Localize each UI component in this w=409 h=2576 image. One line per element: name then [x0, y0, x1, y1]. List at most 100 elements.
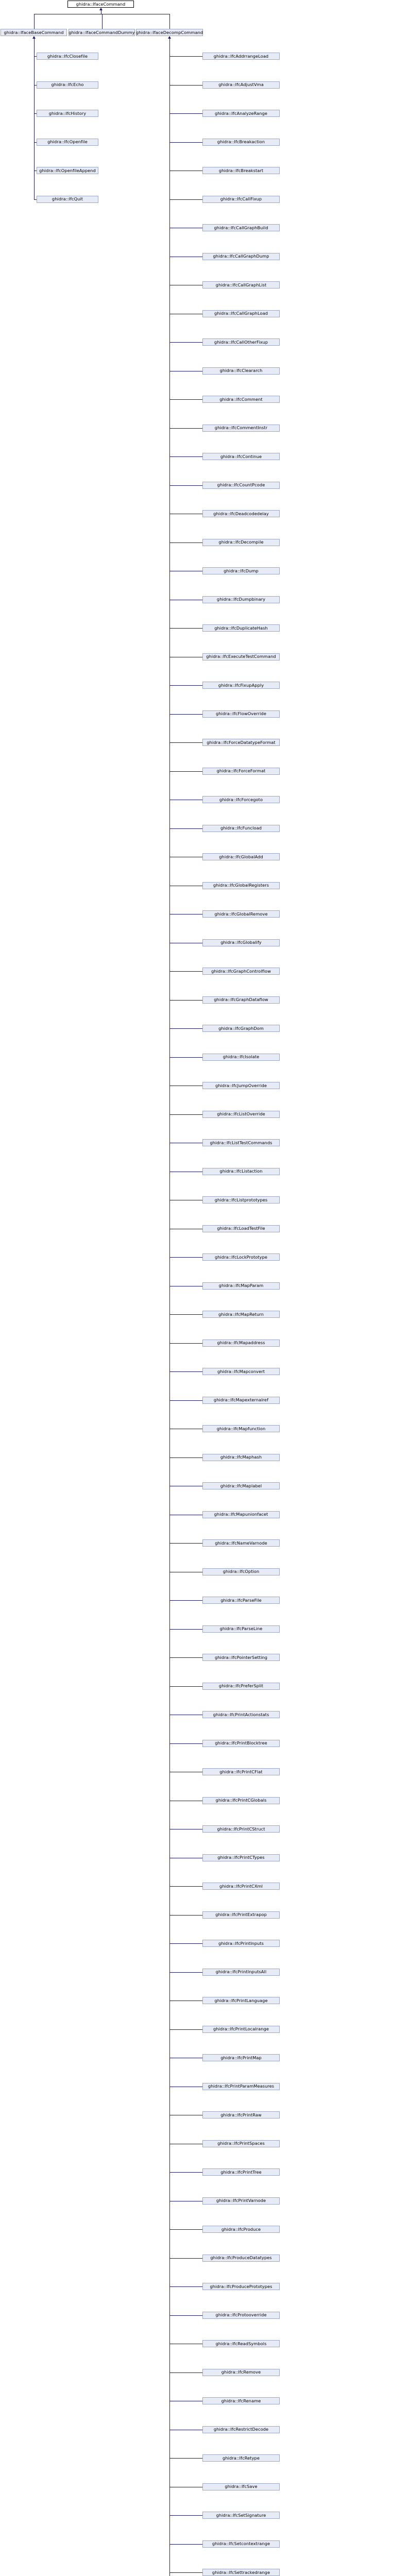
node-decomp-child-34[interactable]: ghidra::IfcGraphDom	[202, 1025, 280, 1032]
node-decomp-child-48[interactable]: ghidra::IfcMapfunction	[202, 1425, 280, 1432]
node-base-child-4[interactable]: ghidra::IfcOpenfileAppend	[37, 167, 98, 174]
node-decomp-child-64[interactable]: ghidra::IfcPrintCXml	[202, 1883, 280, 1890]
node-decomp-child-23[interactable]: ghidra::IfcFlowOverride	[202, 710, 280, 718]
node-decomp-child-5[interactable]: ghidra::IfcCallFixup	[202, 195, 280, 203]
node-decomp-child-36[interactable]: ghidra::IfcJumpOverride	[202, 1082, 280, 1089]
node-decomp-child-51[interactable]: ghidra::IfcMapunionfacet	[202, 1511, 280, 1518]
node-decomp-child-6[interactable]: ghidra::IfcCallGraphBuild	[202, 224, 280, 231]
node-decomp-child-85[interactable]: ghidra::IfcSave	[202, 2483, 280, 2490]
node-decomp-child-63[interactable]: ghidra::IfcPrintCTypes	[202, 1854, 280, 1861]
node-decomp-child-8[interactable]: ghidra::IfcCallGraphList	[202, 281, 280, 289]
node-decomp-child-10[interactable]: ghidra::IfcCallOtherFixup	[202, 338, 280, 346]
node-decomp-child-30[interactable]: ghidra::IfcGlobalRemove	[202, 910, 280, 918]
node-decomp-child-20[interactable]: ghidra::IfcDuplicateHash	[202, 624, 280, 632]
node-decomp-child-74[interactable]: ghidra::IfcPrintTree	[202, 2168, 280, 2176]
node-decomp-child-25[interactable]: ghidra::IfcForceFormat	[202, 767, 280, 775]
node-decomp-child-62[interactable]: ghidra::IfcPrintCStruct	[202, 1825, 280, 1833]
node-base-child-2[interactable]: ghidra::IfcHistory	[37, 110, 98, 117]
node-decomp-child-55[interactable]: ghidra::IfcParseLine	[202, 1625, 280, 1633]
node-decomp-child-42[interactable]: ghidra::IfcLockPrototype	[202, 1253, 280, 1261]
node-decomp-child-27[interactable]: ghidra::IfcFuncload	[202, 824, 280, 832]
node-decomp-child-39[interactable]: ghidra::IfcListaction	[202, 1167, 280, 1175]
node-decomp-child-86[interactable]: ghidra::IfcSetSignature	[202, 2512, 280, 2519]
node-decomp-child-41[interactable]: ghidra::IfcLoadTestFile	[202, 1225, 280, 1232]
node-base-child-5[interactable]: ghidra::IfcQuit	[37, 195, 98, 203]
node-base-child-1[interactable]: ghidra::IfcEcho	[37, 81, 98, 89]
node-decomp-child-73[interactable]: ghidra::IfcPrintSpaces	[202, 2140, 280, 2147]
node-decomp-child-31[interactable]: ghidra::IfcGlobalify	[202, 939, 280, 946]
node-decomp-child-24[interactable]: ghidra::IfcForceDatatypeFormat	[202, 739, 280, 746]
node-decomp-child-3[interactable]: ghidra::IfcBreakaction	[202, 138, 280, 146]
node-level1-1[interactable]: ghidra::IfaceCommandDummy	[69, 29, 135, 36]
node-decomp-child-43[interactable]: ghidra::IfcMapParam	[202, 1282, 280, 1290]
node-decomp-child-50[interactable]: ghidra::IfcMaplabel	[202, 1482, 280, 1489]
node-decomp-child-2[interactable]: ghidra::IfcAnalyzeRange	[202, 110, 280, 117]
node-decomp-child-57[interactable]: ghidra::IfcPreferSplit	[202, 1682, 280, 1690]
node-level1-0[interactable]: ghidra::IfaceBaseCommand	[1, 29, 67, 36]
node-decomp-child-60[interactable]: ghidra::IfcPrintCFlat	[202, 1768, 280, 1775]
node-decomp-child-32[interactable]: ghidra::IfcGraphControlflow	[202, 968, 280, 975]
node-decomp-child-54[interactable]: ghidra::IfcParseFile	[202, 1597, 280, 1604]
node-decomp-child-49[interactable]: ghidra::IfcMaphash	[202, 1453, 280, 1461]
node-decomp-child-46[interactable]: ghidra::IfcMapconvert	[202, 1368, 280, 1375]
node-decomp-child-18[interactable]: ghidra::IfcDump	[202, 567, 280, 574]
node-decomp-child-77[interactable]: ghidra::IfcProduceDatatypes	[202, 2254, 280, 2262]
node-decomp-child-53[interactable]: ghidra::IfcOption	[202, 1568, 280, 1575]
node-decomp-child-45[interactable]: ghidra::IfcMapaddress	[202, 1339, 280, 1347]
node-decomp-child-9[interactable]: ghidra::IfcCallGraphLoad	[202, 310, 280, 317]
node-decomp-child-47[interactable]: ghidra::IfcMapexternalref	[202, 1396, 280, 1404]
node-decomp-child-1[interactable]: ghidra::IfcAdjustVma	[202, 81, 280, 89]
node-decomp-child-13[interactable]: ghidra::IfcCommentInstr	[202, 424, 280, 432]
node-decomp-child-82[interactable]: ghidra::IfcRename	[202, 2397, 280, 2404]
node-decomp-child-80[interactable]: ghidra::IfcReadSymbols	[202, 2340, 280, 2347]
node-decomp-child-58[interactable]: ghidra::IfcPrintActionstats	[202, 1711, 280, 1718]
node-decomp-child-79[interactable]: ghidra::IfcProtooverride	[202, 2311, 280, 2319]
node-decomp-child-28[interactable]: ghidra::IfcGlobalAdd	[202, 853, 280, 860]
node-decomp-child-70[interactable]: ghidra::IfcPrintMap	[202, 2054, 280, 2061]
node-decomp-child-44[interactable]: ghidra::IfcMapReturn	[202, 1311, 280, 1318]
node-decomp-child-76[interactable]: ghidra::IfcProduce	[202, 2226, 280, 2233]
node-decomp-child-16[interactable]: ghidra::IfcDeadcodedelay	[202, 510, 280, 517]
node-decomp-child-84[interactable]: ghidra::IfcRetype	[202, 2454, 280, 2462]
node-decomp-child-12[interactable]: ghidra::IfcComment	[202, 396, 280, 403]
node-decomp-child-35[interactable]: ghidra::IfcIsolate	[202, 1053, 280, 1061]
node-decomp-child-67[interactable]: ghidra::IfcPrintInputsAll	[202, 1968, 280, 1976]
node-decomp-child-0[interactable]: ghidra::IfcAddrrangeLoad	[202, 53, 280, 60]
node-decomp-child-26[interactable]: ghidra::IfcForcegoto	[202, 796, 280, 803]
node-decomp-child-37[interactable]: ghidra::IfcListOverride	[202, 1110, 280, 1118]
node-decomp-child-14[interactable]: ghidra::IfcContinue	[202, 453, 280, 460]
node-decomp-child-19[interactable]: ghidra::IfcDumpbinary	[202, 596, 280, 603]
node-root[interactable]: ghidra::IfaceCommand	[67, 1, 134, 8]
node-decomp-child-71[interactable]: ghidra::IfcPrintParamMeasures	[202, 2082, 280, 2090]
node-decomp-child-22[interactable]: ghidra::IfcFixupApply	[202, 682, 280, 689]
node-decomp-child-40[interactable]: ghidra::IfcListprototypes	[202, 1196, 280, 1204]
node-decomp-child-65[interactable]: ghidra::IfcPrintExtrapop	[202, 1911, 280, 1919]
node-decomp-child-66[interactable]: ghidra::IfcPrintInputs	[202, 1940, 280, 1947]
node-decomp-child-72[interactable]: ghidra::IfcPrintRaw	[202, 2111, 280, 2119]
node-decomp-child-59[interactable]: ghidra::IfcPrintBlocktree	[202, 1739, 280, 1747]
node-decomp-child-56[interactable]: ghidra::IfcPointerSetting	[202, 1654, 280, 1661]
node-decomp-child-78[interactable]: ghidra::IfcProducePrototypes	[202, 2283, 280, 2290]
node-decomp-child-87[interactable]: ghidra::IfcSetcontextrange	[202, 2540, 280, 2548]
node-decomp-child-68[interactable]: ghidra::IfcPrintLanguage	[202, 1997, 280, 2004]
node-decomp-child-33[interactable]: ghidra::IfcGraphDataflow	[202, 996, 280, 1004]
node-decomp-child-81[interactable]: ghidra::IfcRemove	[202, 2368, 280, 2376]
node-label: ghidra::IfcGlobalRegisters	[213, 883, 269, 888]
node-decomp-child-38[interactable]: ghidra::IfcListTestCommands	[202, 1139, 280, 1146]
node-decomp-child-21[interactable]: ghidra::IfcExecuteTestCommand	[202, 653, 280, 660]
node-decomp-child-83[interactable]: ghidra::IfcRestrictDecode	[202, 2426, 280, 2433]
node-decomp-child-29[interactable]: ghidra::IfcGlobalRegisters	[202, 882, 280, 889]
node-decomp-child-11[interactable]: ghidra::IfcCleararch	[202, 367, 280, 375]
node-decomp-child-75[interactable]: ghidra::IfcPrintVarnode	[202, 2197, 280, 2205]
node-decomp-child-4[interactable]: ghidra::IfcBreakstart	[202, 167, 280, 174]
node-decomp-child-15[interactable]: ghidra::IfcCountPcode	[202, 481, 280, 489]
node-decomp-child-7[interactable]: ghidra::IfcCallGraphDump	[202, 252, 280, 260]
node-decomp-child-17[interactable]: ghidra::IfcDecompile	[202, 538, 280, 546]
node-level1-2[interactable]: ghidra::IfaceDecompCommand	[136, 29, 203, 36]
node-decomp-child-61[interactable]: ghidra::IfcPrintCGlobals	[202, 1797, 280, 1804]
node-decomp-child-52[interactable]: ghidra::IfcNameVarnode	[202, 1539, 280, 1547]
node-decomp-child-88[interactable]: ghidra::IfcSettrackedrange	[202, 2569, 280, 2576]
node-base-child-3[interactable]: ghidra::IfcOpenfile	[37, 138, 98, 146]
node-decomp-child-69[interactable]: ghidra::IfcPrintLocalrange	[202, 2025, 280, 2033]
node-base-child-0[interactable]: ghidra::IfcClosefile	[37, 53, 98, 60]
